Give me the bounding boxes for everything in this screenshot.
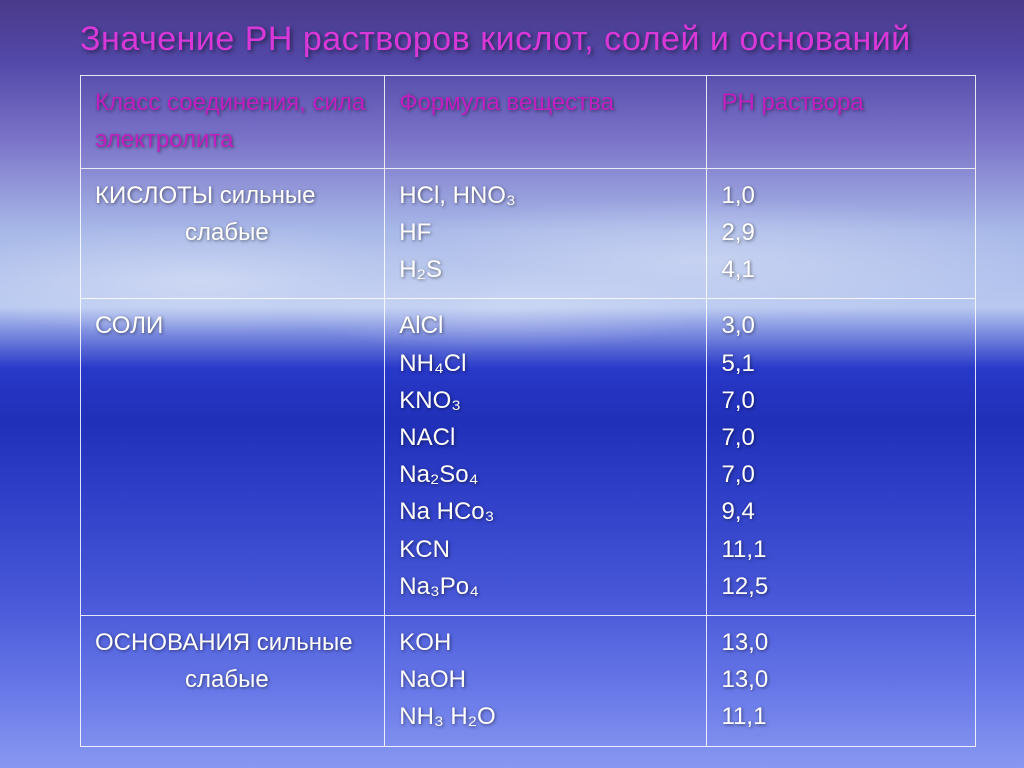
cell-line: 2,9 [721, 214, 961, 251]
slide-title: Значение РН растворов кислот, солей и ос… [80, 18, 976, 61]
cell-line: 12,5 [721, 568, 961, 605]
header-ph: РН раствора [707, 75, 976, 168]
cell-line: 7,0 [721, 419, 961, 456]
table-body: КИСЛОТЫ сильныеслабыеHCl, HNO₃HFH₂S1,02,… [81, 168, 976, 746]
cell-line: NH₄Cl [399, 345, 692, 382]
cell-line: Na HCo₃ [399, 493, 692, 530]
table-row: ОСНОВАНИЯ сильныеслабыеKOHNaOHNH₃ H₂O13,… [81, 615, 976, 746]
cell-formula: KOHNaOHNH₃ H₂O [385, 615, 707, 746]
cell-line: 13,0 [721, 624, 961, 661]
cell-line: 7,0 [721, 456, 961, 493]
cell-line: СОЛИ [95, 307, 370, 344]
cell-formula: AlClNH₄ClKNO₃NAClNa₂So₄Na HCo₃KCNNa₃Po₄ [385, 299, 707, 616]
cell-line: слабые [95, 661, 370, 698]
cell-line: 1,0 [721, 177, 961, 214]
cell-line: 9,4 [721, 493, 961, 530]
table-row: КИСЛОТЫ сильныеслабыеHCl, HNO₃HFH₂S1,02,… [81, 168, 976, 299]
cell-line: Na₃Po₄ [399, 568, 692, 605]
cell-line: Na₂So₄ [399, 456, 692, 493]
cell-line: 3,0 [721, 307, 961, 344]
cell-line: KNO₃ [399, 382, 692, 419]
cell-line: слабые [95, 214, 370, 251]
cell-line: AlCl [399, 307, 692, 344]
cell-ph: 13,013,011,1 [707, 615, 976, 746]
cell-line: NH₃ H₂O [399, 698, 692, 735]
cell-line: H₂S [399, 251, 692, 288]
table-header-row: Класс соединения, сила электролита Форму… [81, 75, 976, 168]
cell-ph: 1,02,94,1 [707, 168, 976, 299]
cell-line: KCN [399, 531, 692, 568]
cell-line: KOH [399, 624, 692, 661]
cell-line: 11,1 [721, 698, 961, 735]
cell-line: 5,1 [721, 345, 961, 382]
cell-class: ОСНОВАНИЯ сильныеслабые [81, 615, 385, 746]
cell-class: КИСЛОТЫ сильныеслабые [81, 168, 385, 299]
cell-line: NACl [399, 419, 692, 456]
cell-ph: 3,05,17,07,07,09,411,112,5 [707, 299, 976, 616]
ph-table: Класс соединения, сила электролита Форму… [80, 75, 976, 747]
table-row: СОЛИ AlClNH₄ClKNO₃NAClNa₂So₄Na HCo₃KCNNa₃… [81, 299, 976, 616]
cell-line: 13,0 [721, 661, 961, 698]
cell-line: 11,1 [721, 531, 961, 568]
cell-line: HF [399, 214, 692, 251]
cell-line: 4,1 [721, 251, 961, 288]
cell-line: ОСНОВАНИЯ сильные [95, 624, 370, 661]
cell-line: КИСЛОТЫ сильные [95, 177, 370, 214]
cell-line: NaOH [399, 661, 692, 698]
header-class: Класс соединения, сила электролита [81, 75, 385, 168]
cell-class: СОЛИ [81, 299, 385, 616]
cell-line: HCl, HNO₃ [399, 177, 692, 214]
cell-line: 7,0 [721, 382, 961, 419]
header-formula: Формула вещества [385, 75, 707, 168]
slide-content: Значение РН растворов кислот, солей и ос… [0, 0, 1024, 747]
cell-formula: HCl, HNO₃HFH₂S [385, 168, 707, 299]
